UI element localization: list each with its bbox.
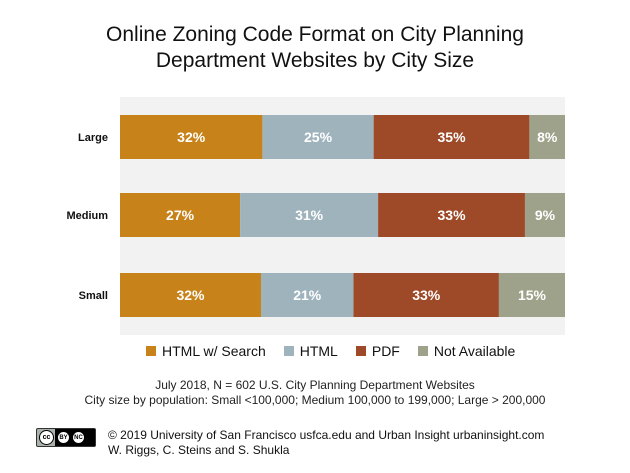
bar-segment-large-html [262, 115, 374, 159]
bar-segment-small-not-available [498, 273, 565, 317]
chart-title: Online Zoning Code Format on City Planni… [0, 22, 630, 74]
authors-credit: W. Riggs, C. Steins and S. Shukla [108, 443, 290, 457]
data-label-large-html: 25% [304, 129, 333, 145]
legend-label: PDF [371, 343, 400, 359]
data-label-large-not-available: 8% [537, 129, 558, 145]
data-label-small-pdf: 33% [412, 287, 441, 303]
bar-segment-large-not-available [529, 115, 565, 159]
category-label-large: Large [78, 132, 108, 144]
legend-item-not-available: Not Available [417, 343, 516, 359]
data-label-large-html-w-search: 32% [177, 129, 206, 145]
cc-nc-icon: NC [72, 431, 85, 444]
data-label-medium-not-available: 9% [535, 207, 556, 223]
data-label-small-html: 21% [293, 287, 322, 303]
bar-segment-medium-not-available [524, 193, 565, 237]
category-label-small: Small [79, 290, 108, 302]
data-label-medium-html-w-search: 27% [166, 207, 195, 223]
legend-swatch [417, 346, 428, 356]
category-label-medium: Medium [66, 210, 108, 222]
footnote-city-size: City size by population: Small <100,000;… [84, 393, 546, 407]
bar-segment-large-pdf [373, 115, 530, 159]
legend-item-html: HTML [283, 343, 338, 359]
bar-segment-medium-html [240, 193, 379, 237]
bar-segment-large-html-w-search [120, 115, 263, 159]
bar-segment-medium-pdf [378, 193, 525, 237]
legend-label: Not Available [433, 343, 516, 359]
legend-label: HTML [299, 343, 338, 359]
legend-swatch [146, 346, 156, 356]
data-label-small-not-available: 15% [518, 287, 547, 303]
data-label-large-pdf: 35% [438, 129, 467, 145]
legend-swatch [355, 346, 366, 356]
cc-license-badge[interactable]: cc BY NC [36, 428, 96, 447]
bar-segment-small-pdf [353, 273, 499, 317]
cc-icon: cc [39, 430, 54, 445]
data-label-medium-html: 31% [295, 207, 324, 223]
legend-item-pdf: PDF [355, 343, 400, 359]
cc-by-nc-strip: BY NC [55, 429, 95, 446]
bar-segment-medium-html-w-search [120, 193, 241, 237]
chart-title-line-1: Online Zoning Code Format on City Planni… [106, 23, 524, 46]
footnote-sample: July 2018, N = 602 U.S. City Planning De… [155, 378, 475, 392]
bar-segment-small-html [260, 273, 354, 317]
legend-item-html-w-search: HTML w/ Search [146, 343, 266, 359]
bar-segment-small-html-w-search [120, 273, 261, 317]
legend-swatch [283, 346, 294, 356]
chart-title-line-2: Department Websites by City Size [155, 49, 475, 72]
chart-legend: HTML w/ Search HTML PDF Not Available [146, 343, 533, 359]
data-label-medium-pdf: 33% [438, 207, 467, 223]
copyright-credit: © 2019 University of San Francisco usfca… [108, 428, 545, 442]
cc-by-icon: BY [57, 431, 70, 444]
legend-label: HTML w/ Search [162, 343, 266, 359]
data-label-small-html-w-search: 32% [176, 287, 205, 303]
